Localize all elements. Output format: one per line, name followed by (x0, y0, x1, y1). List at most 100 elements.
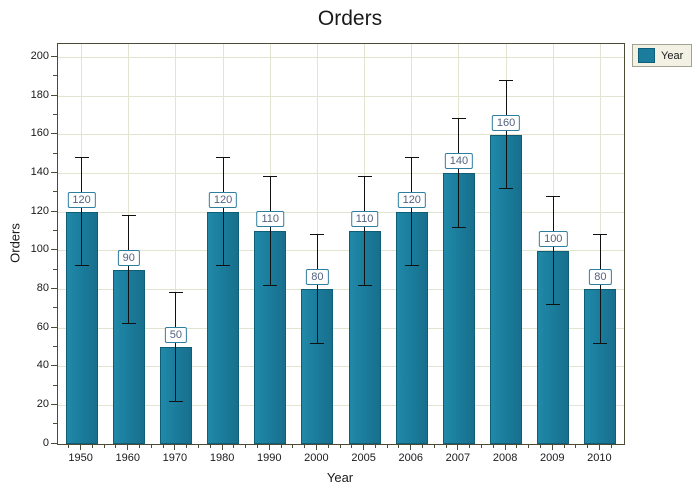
y-tick-minor (53, 384, 57, 386)
error-bar-line (175, 293, 177, 402)
y-tick-minor (53, 191, 57, 193)
bar-value-label: 110 (350, 211, 379, 228)
error-bar-line (128, 216, 130, 325)
x-tick-label: 2005 (351, 452, 376, 464)
h-gridline (58, 172, 624, 174)
bar-value-label: 120 (208, 192, 238, 209)
y-tick-minor (53, 268, 57, 270)
x-tick-label: 2008 (492, 452, 518, 464)
error-bar-cap-top (168, 292, 183, 294)
error-bar-cap-bottom (593, 342, 608, 344)
error-bar-line (364, 177, 366, 286)
h-gridline (58, 327, 624, 329)
error-bar-cap-bottom (263, 284, 278, 286)
x-tick-major (80, 444, 82, 450)
x-tick-major (221, 444, 223, 450)
x-tick-minor (445, 444, 447, 448)
bar-value-label: 110 (256, 211, 285, 228)
x-tick-label: 2000 (304, 452, 329, 464)
legend[interactable]: Year (632, 44, 693, 67)
error-bar-line (552, 196, 554, 305)
x-tick-minor (386, 444, 388, 448)
x-tick-minor (209, 444, 211, 448)
y-tick-minor (53, 229, 57, 231)
y-tick-label: 120 (30, 204, 49, 217)
x-tick-minor (245, 444, 247, 448)
legend-label: Year (661, 49, 684, 62)
x-tick-minor (374, 444, 376, 448)
v-gridline (175, 44, 177, 444)
x-tick-minor (198, 444, 199, 448)
x-tick-label: 2006 (398, 452, 423, 464)
bar-value-label: 80 (589, 269, 612, 286)
error-bar-cap-top (593, 234, 608, 236)
bar-value-label: 140 (444, 153, 474, 170)
error-bar-cap-bottom (216, 265, 231, 267)
y-tick-minor (53, 423, 57, 425)
error-bar-line (222, 158, 224, 267)
error-bar-line (316, 235, 318, 344)
y-tick-label: 0 (42, 436, 49, 449)
bar-2007[interactable] (442, 173, 475, 444)
x-tick-major (410, 444, 412, 450)
y-tick-major (51, 365, 57, 367)
bar-value-label: 90 (117, 250, 140, 267)
x-tick-major (315, 444, 317, 450)
y-tick-major (51, 249, 57, 251)
y-tick-major (51, 171, 57, 173)
y-tick-label: 140 (30, 165, 49, 178)
h-gridline (58, 288, 624, 290)
error-bar-cap-top (216, 157, 231, 159)
bar-value-label: 50 (164, 327, 188, 344)
error-bar-line (81, 158, 83, 267)
x-tick-minor (351, 444, 353, 448)
x-tick-label: 1950 (68, 452, 93, 464)
x-tick-minor (575, 444, 577, 448)
error-bar-cap-top (404, 157, 419, 159)
plot-area: 120 90 50 120 110 80 110 120 140 160 100 80 (57, 43, 625, 445)
x-tick-minor (103, 444, 105, 448)
y-tick-major (51, 56, 57, 58)
bar-value-label: 120 (67, 192, 96, 209)
y-tick-minor (53, 345, 57, 347)
y-tick-label: 40 (36, 359, 49, 372)
x-tick-major (127, 444, 129, 450)
x-tick-minor (516, 444, 518, 448)
x-tick-label: 2009 (540, 452, 565, 464)
y-tick-label: 100 (30, 243, 49, 256)
bar-value-label: 160 (491, 114, 521, 131)
x-tick-minor (528, 444, 530, 448)
x-tick-minor (186, 444, 188, 448)
y-tick-major (51, 210, 57, 212)
x-tick-minor (398, 444, 400, 448)
error-bar-cap-bottom (168, 400, 183, 402)
y-tick-minor (53, 307, 57, 309)
x-tick-minor (539, 444, 541, 448)
bar-value-label: 100 (539, 230, 568, 247)
x-tick-minor (422, 444, 424, 448)
y-tick-label: 80 (36, 281, 49, 294)
error-bar-line (599, 235, 601, 344)
error-bar-cap-top (546, 195, 561, 197)
x-tick-label: 1980 (209, 452, 235, 464)
x-tick-minor (587, 444, 589, 448)
y-tick-minor (53, 75, 57, 77)
h-gridline (58, 57, 624, 59)
x-tick-minor (492, 444, 494, 448)
x-tick-label: 1990 (257, 452, 282, 464)
x-tick-minor (304, 444, 306, 448)
h-gridline (58, 211, 624, 213)
error-bar-line (269, 177, 271, 286)
error-bar-cap-bottom (404, 265, 419, 267)
x-tick-minor (256, 444, 258, 448)
y-tick-minor (53, 113, 57, 115)
error-bar-cap-bottom (357, 284, 372, 286)
x-tick-major (268, 444, 270, 450)
x-tick-minor (481, 444, 482, 448)
x-tick-major (551, 444, 553, 450)
y-tick-label: 160 (30, 127, 49, 140)
h-gridline (58, 404, 624, 406)
y-tick-major (51, 287, 57, 289)
x-tick-minor (280, 444, 282, 448)
x-tick-label: 2010 (587, 452, 612, 464)
